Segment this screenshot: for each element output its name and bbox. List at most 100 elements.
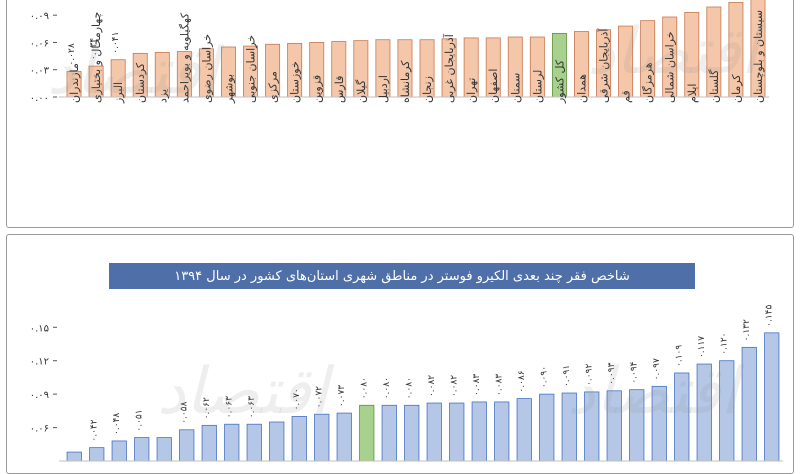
- bar: [404, 404, 420, 462]
- bar: [201, 424, 217, 462]
- bar: [494, 401, 510, 462]
- bar: [674, 372, 690, 462]
- data-label: ۰.۰۸۲: [427, 375, 437, 397]
- bottom-chart-svg: ۰.۰۶ ۰.۰۹ ۰.۱۲ ۰.۱۵ ۰.۰۴۲ ۰.۰۴۸ ۰.۰۵۱ ۰.۰۵۸ ۰.۰۶…: [30, 304, 783, 462]
- category-label: خراسان شمالی: [664, 31, 677, 103]
- data-label: ۰.۱۴۵: [765, 304, 775, 326]
- bar: [179, 429, 195, 462]
- data-label: ۰.۰۷۲: [315, 386, 325, 408]
- bar: [651, 385, 667, 462]
- category-label: سیستان و بلوچستان: [752, 10, 765, 103]
- y-tick-label: ۰.۰۳: [30, 66, 50, 77]
- data-label: ۰.۰۹۰: [540, 366, 550, 388]
- bar: [741, 346, 757, 462]
- data-label: ۰.۰۹۴: [630, 361, 640, 383]
- bar: [561, 392, 577, 462]
- category-label: خراسان رضوی: [200, 34, 213, 103]
- bar: [381, 404, 397, 462]
- bar: [426, 402, 442, 462]
- category-label: زنجان: [421, 76, 434, 103]
- bar: [224, 423, 240, 462]
- bar: [618, 25, 634, 98]
- category-label: البرز: [112, 82, 125, 104]
- data-label: ۰.۰۸۰: [360, 377, 370, 399]
- bar: [764, 332, 780, 462]
- category-label: مرکزی: [267, 71, 280, 103]
- data-label: ۰.۰۸۶: [517, 370, 527, 392]
- bar: [629, 389, 645, 462]
- data-label: ۰.۱۲۰: [720, 333, 730, 355]
- bar: [584, 391, 600, 462]
- data-label: ۰.۰۴۲: [90, 419, 100, 441]
- category-label: یزد: [156, 89, 169, 103]
- category-label: لرستان: [531, 70, 544, 103]
- data-label: ۰.۰۲۸: [67, 43, 77, 65]
- data-label: ۰.۰۶۳: [225, 396, 235, 418]
- y-tick-label: ۰.۰۹: [30, 390, 49, 401]
- data-label: ۰.۰۵۱: [135, 409, 145, 431]
- bottom-chart-panel: شاخص فقر چند بعدی الکیرو فوستر در مناطق …: [6, 234, 794, 474]
- category-label: کهگیلویه و بویراحمد: [178, 12, 191, 103]
- y-tick-label: ۰.۰۰: [30, 93, 49, 104]
- bar: [516, 398, 532, 462]
- data-label: ۰.۱۳۲: [742, 319, 752, 341]
- data-label: ۰.۰۸۲: [450, 375, 460, 397]
- data-label: ۰.۰۸۳: [495, 374, 505, 396]
- category-label: قزوین: [311, 75, 324, 103]
- category-label: تهران: [465, 78, 478, 103]
- top-chart-svg: ۰.۰۰ ۰.۰۳ ۰.۰۶ ۰.۰۹ ۰.۰۲۸ ۰.۰۳۴ ۰.۰۴۱ مازندران چ…: [30, 0, 769, 104]
- bar: [89, 447, 105, 462]
- category-label: ایلام: [686, 84, 699, 104]
- category-label: آذربایجان غربی: [442, 33, 456, 103]
- bar: [269, 421, 285, 462]
- bar: [719, 360, 735, 462]
- y-tick-label: ۰.۱۲: [30, 357, 49, 368]
- category-label: بوشهر: [222, 74, 235, 104]
- category-label: خراسان جنوبی: [245, 35, 258, 103]
- bar: [134, 437, 150, 462]
- bar: [66, 451, 82, 462]
- data-label: ۰.۰۶۳: [247, 396, 257, 418]
- category-label: گیلان: [355, 79, 368, 103]
- category-label: کل کشور: [553, 59, 566, 104]
- data-label: ۰.۰۹۳: [607, 362, 617, 384]
- category-label: فارس: [333, 76, 346, 103]
- data-label: ۰.۱۰۹: [675, 345, 685, 367]
- data-label: ۰.۰۳۴: [89, 38, 99, 60]
- bottom-chart-title: شاخص فقر چند بعدی الکیرو فوستر در مناطق …: [109, 263, 695, 289]
- bar: [449, 402, 465, 462]
- y-tick-label: ۰.۰۹: [30, 11, 49, 22]
- category-label: قم: [620, 90, 633, 103]
- bar: [291, 416, 307, 462]
- category-label: هرمزگان: [642, 62, 655, 103]
- data-label: ۰.۰۵۸: [180, 401, 190, 423]
- data-label: ۰.۰۸۰: [382, 377, 392, 399]
- category-label: اصفهان: [487, 69, 500, 103]
- data-label: ۰.۰۸۳: [472, 374, 482, 396]
- data-label: ۰.۰۹۱: [562, 365, 572, 387]
- category-label: چهارمحال و بختیاری: [90, 12, 103, 103]
- bar: [606, 390, 622, 462]
- category-label: کرمانشاه: [399, 60, 412, 103]
- bar: [336, 412, 352, 462]
- category-label: خوزستان: [289, 61, 302, 103]
- data-label: ۰.۰۷۳: [337, 385, 347, 407]
- y-tick-label: ۰.۱۵: [30, 323, 49, 334]
- data-label: ۰.۰۹۲: [585, 364, 595, 386]
- category-label: آذربایجان شرقی: [597, 28, 611, 103]
- y-tick-label: ۰.۰۶: [30, 38, 49, 49]
- category-label: کردستان: [134, 62, 147, 103]
- data-label: ۰.۰۸۰: [405, 377, 415, 399]
- category-label: گلستان: [708, 69, 721, 103]
- category-label: کرمان: [730, 74, 743, 103]
- category-label: مازندران: [68, 63, 81, 103]
- bar: [314, 413, 330, 462]
- bar: [359, 404, 375, 462]
- data-label: ۰.۰۶۲: [202, 397, 212, 419]
- bar: [471, 401, 487, 462]
- bar: [696, 363, 712, 462]
- data-label: ۰.۰۷۰: [292, 388, 302, 410]
- bar: [539, 393, 555, 462]
- data-label: ۰.۰۴۸: [112, 413, 122, 435]
- data-label: ۰.۰۹۷: [652, 358, 662, 380]
